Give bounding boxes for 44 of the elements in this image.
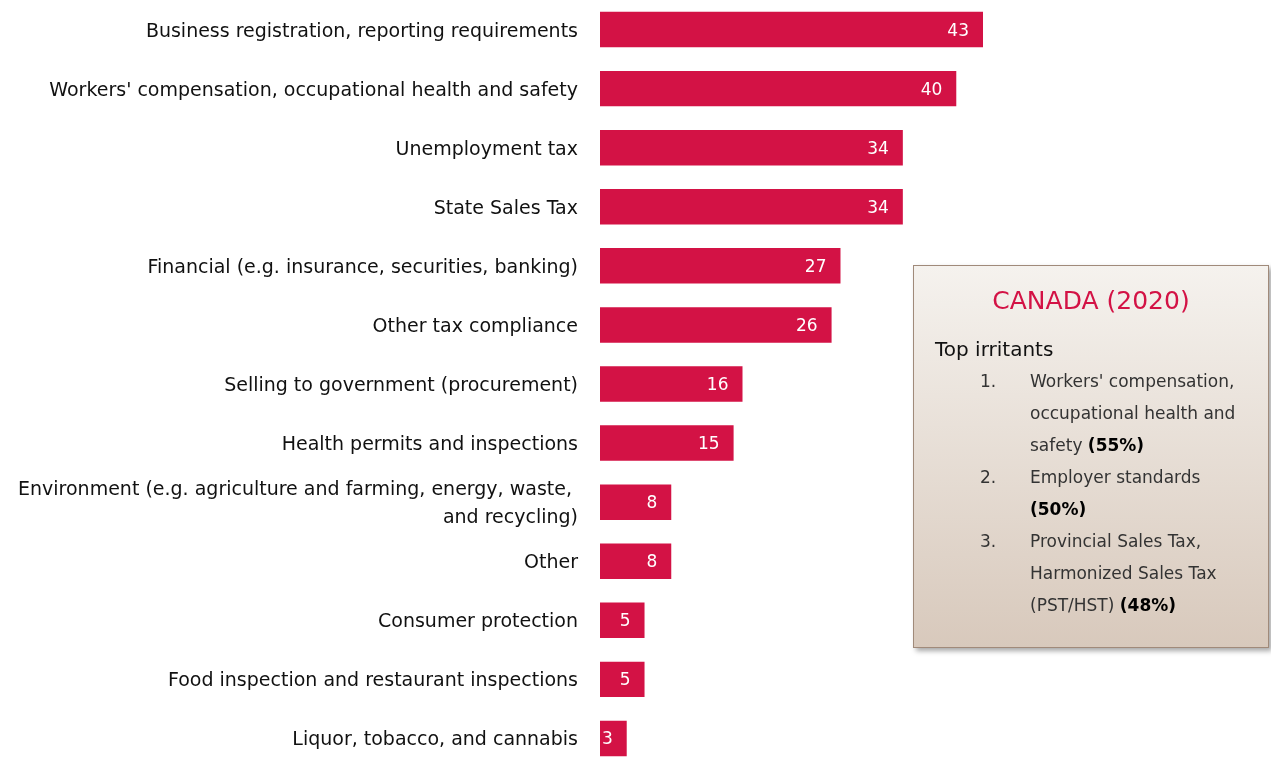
bar: [600, 189, 903, 225]
bar: [600, 248, 841, 284]
y-tick-label: State Sales Tax: [433, 195, 578, 218]
y-tick-label: Business registration, reporting requirements: [145, 18, 578, 41]
data-label: 8: [646, 551, 658, 572]
text: Top irritants: [935, 337, 1055, 361]
data-label: 26: [795, 314, 818, 335]
y-tick-label: Other tax compliance: [372, 313, 578, 336]
text: CANADA (2020): [991, 286, 1191, 315]
bar: [600, 70, 957, 107]
y-tick-label: Environment (e.g. agriculture and farming, energy, waste, and recycling): [18, 477, 578, 528]
data-label: 27: [804, 255, 827, 276]
data-label: 40: [920, 78, 943, 99]
text: 2. Employer standards (50%): [980, 467, 1201, 519]
bar: [600, 602, 645, 639]
y-tick-label: Health permits and inspections: [281, 432, 578, 455]
data-label: 16: [706, 374, 729, 394]
y-tick-label: Unemployment tax: [395, 136, 578, 159]
y-tick-label: Financial (e.g. insurance, securities, banking): [147, 254, 578, 277]
y-tick-label: Selling to government (procurement): [224, 373, 578, 395]
text: 3. Provincial Sales Tax, Harmonized Sales Tax (PST/HST) (48%): [980, 531, 1217, 615]
bar: [600, 425, 734, 461]
y-tick-label: Workers' compensation, occupational health and safety: [49, 77, 578, 100]
bar: [600, 661, 645, 698]
data-label: 3: [601, 728, 613, 749]
y-tick-label: Food inspection and restaurant inspections: [167, 668, 578, 691]
bar: [600, 720, 627, 757]
y-tick-label: Other: [524, 550, 579, 573]
bar: [600, 129, 903, 166]
data-label: 43: [947, 19, 969, 40]
data-label: 5: [619, 610, 631, 631]
text: 1. Workers' compensation, occupational health and safety (55%): [980, 371, 1236, 455]
data-label: 15: [697, 433, 720, 454]
bar: [600, 366, 743, 402]
data-label: 34: [867, 196, 889, 217]
bar: [600, 307, 832, 343]
y-tick-label: Consumer protection: [378, 609, 578, 632]
data-label: 8: [646, 492, 658, 513]
bar: [600, 543, 672, 579]
data-label: 34: [867, 137, 889, 158]
bar: [600, 484, 672, 520]
data-label: 5: [619, 669, 631, 690]
bar: [600, 11, 983, 48]
y-tick-label: Liquor, tobacco, and cannabis: [292, 727, 578, 750]
